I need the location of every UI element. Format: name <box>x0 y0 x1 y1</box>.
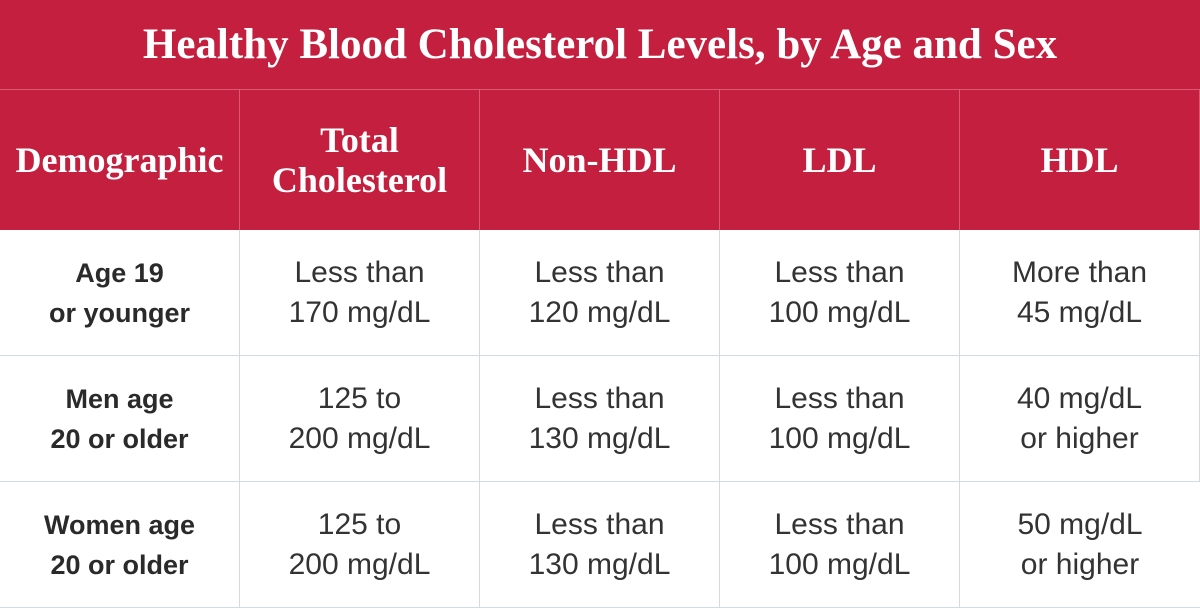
cell-line: Less than <box>534 381 665 415</box>
cell-line: 200 mg/dL <box>288 421 431 455</box>
header-cell: Demographic <box>0 90 240 230</box>
row-label: Women age 20 or older <box>0 482 240 608</box>
title: Healthy Blood Cholesterol Levels, by Age… <box>0 0 1200 90</box>
header-cell: LDL <box>720 90 960 230</box>
cell-line: More than <box>1011 255 1148 289</box>
cell-line: 125 to <box>317 507 402 541</box>
table-cell: Less than 170 mg/dL <box>240 230 480 356</box>
cell-line: Non-HDL <box>522 140 677 180</box>
cell-line: Total <box>320 120 399 160</box>
table-cell: Less than 100 mg/dL <box>720 356 960 482</box>
row-label: Age 19 or younger <box>0 230 240 356</box>
cell-line: 50 mg/dL <box>1017 507 1143 541</box>
cell-line: 100 mg/dL <box>768 295 911 329</box>
cell-line: 20 or older <box>50 549 189 580</box>
cell-line: Women age <box>43 509 196 540</box>
table-cell: Less than 100 mg/dL <box>720 482 960 608</box>
header-cell: HDL <box>960 90 1200 230</box>
cell-line: Less than <box>534 507 665 541</box>
cell-line: Cholesterol <box>271 160 448 200</box>
cell-line: 120 mg/dL <box>528 295 671 329</box>
cell-line: Less than <box>534 255 665 289</box>
cell-line: 130 mg/dL <box>528 421 671 455</box>
cell-line: Less than <box>774 507 905 541</box>
table-cell: Less than 130 mg/dL <box>480 356 720 482</box>
cell-line: 130 mg/dL <box>528 547 671 581</box>
cell-line: 125 to <box>317 381 402 415</box>
cell-line: 40 mg/dL <box>1016 381 1143 415</box>
cell-line: or higher <box>1020 547 1140 581</box>
cell-line: 170 mg/dL <box>288 295 431 329</box>
cell-line: Demographic <box>15 140 224 180</box>
header-cell: Total Cholesterol <box>240 90 480 230</box>
cell-line: 200 mg/dL <box>288 547 431 581</box>
table-cell: Less than 100 mg/dL <box>720 230 960 356</box>
cell-line: LDL <box>802 140 877 180</box>
cell-line: 20 or older <box>50 423 189 454</box>
cell-line: Age 19 <box>75 257 164 288</box>
cell-line: Less than <box>774 255 905 289</box>
cell-line: or higher <box>1020 421 1139 455</box>
table-cell: Less than 130 mg/dL <box>480 482 720 608</box>
cell-line: Men age <box>65 383 174 414</box>
cell-line: 45 mg/dL <box>1016 295 1143 329</box>
table-cell: 50 mg/dL or higher <box>960 482 1200 608</box>
row-label: Men age 20 or older <box>0 356 240 482</box>
cell-line: or younger <box>48 297 190 328</box>
cell-line: 100 mg/dL <box>768 547 911 581</box>
table-cell: Less than 120 mg/dL <box>480 230 720 356</box>
cell-line: Less than <box>774 381 905 415</box>
table-cell: 125 to 200 mg/dL <box>240 356 480 482</box>
cell-line: HDL <box>1040 140 1119 180</box>
table-cell: More than 45 mg/dL <box>960 230 1200 356</box>
header-cell: Non-HDL <box>480 90 720 230</box>
cell-line: Less than <box>294 255 425 289</box>
table-cell: 40 mg/dL or higher <box>960 356 1200 482</box>
table-cell: 125 to 200 mg/dL <box>240 482 480 608</box>
cell-line: 100 mg/dL <box>768 421 911 455</box>
